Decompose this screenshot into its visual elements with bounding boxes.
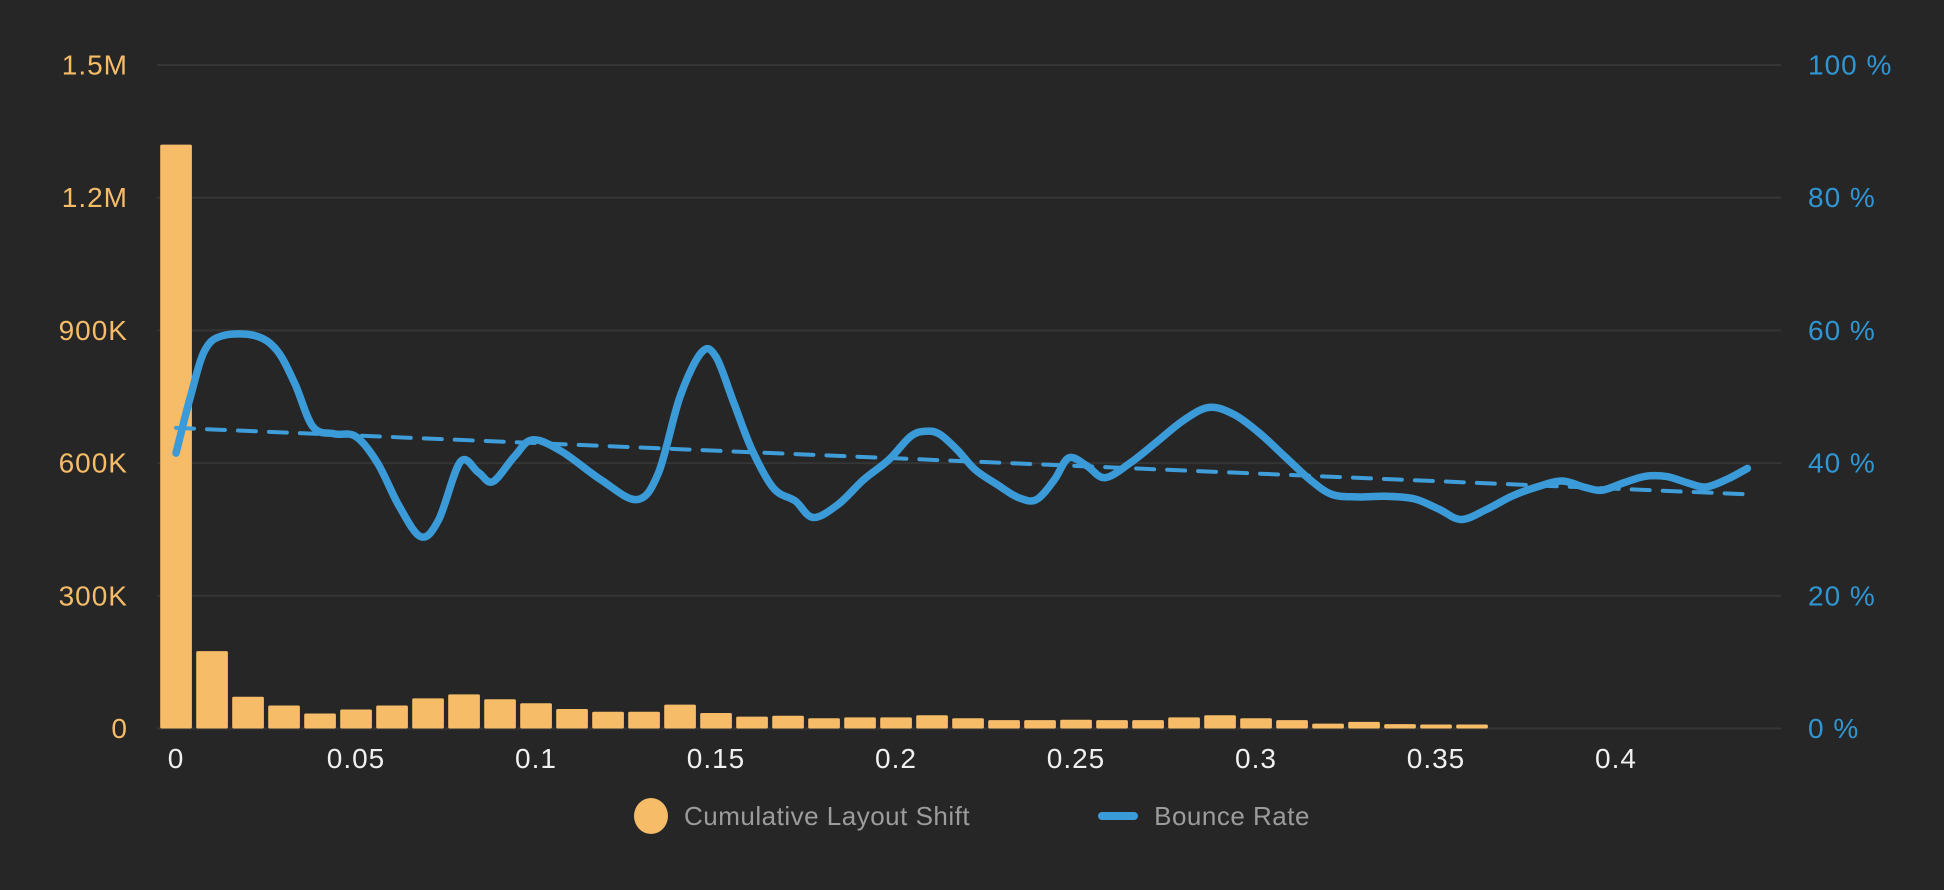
cls-bar xyxy=(844,717,876,729)
cls-bar xyxy=(196,651,228,729)
cls-bar xyxy=(448,694,480,729)
bounce-rate-legend-line-icon xyxy=(1098,812,1139,820)
cls-bar xyxy=(628,711,660,729)
cls-bar xyxy=(880,717,912,729)
right-axis-tick-label: 40 % xyxy=(1808,448,1876,479)
bounce-rate-line xyxy=(172,330,1752,541)
x-axis-tick-label: 0.05 xyxy=(327,743,386,774)
left-axis-tick-label: 900K xyxy=(59,315,128,346)
cls-bar xyxy=(556,709,588,729)
cls-bar xyxy=(232,696,264,729)
cls-bar xyxy=(592,711,624,729)
cls-bar xyxy=(412,698,444,729)
cls-bar xyxy=(1276,720,1308,729)
left-axis-tick-label: 600K xyxy=(59,448,128,479)
x-axis-tick-label: 0.4 xyxy=(1595,743,1637,774)
cls-bar xyxy=(808,718,840,729)
right-axis-tick-label: 80 % xyxy=(1808,182,1876,213)
cls-bar xyxy=(1096,720,1128,729)
cls-bar xyxy=(160,144,192,729)
cls-bar xyxy=(340,709,372,729)
legend-label-bounce-rate: Bounce Rate xyxy=(1154,800,1310,831)
x-axis-tick-label: 0.15 xyxy=(687,743,746,774)
x-axis-tick-label: 0.2 xyxy=(875,743,917,774)
x-axis-tick-label: 0.35 xyxy=(1407,743,1466,774)
x-axis-tick-label: 0.3 xyxy=(1235,743,1277,774)
cls-bar xyxy=(664,704,696,729)
cls-legend-dot-icon xyxy=(634,798,669,834)
cls-bar xyxy=(1384,724,1416,729)
cls-bar xyxy=(916,715,948,729)
legend-item-bounce-rate[interactable]: Bounce Rate xyxy=(1098,801,1310,832)
cls-bar xyxy=(268,705,300,729)
left-axis-tick-label: 300K xyxy=(59,580,128,611)
x-axis-tick-label: 0 xyxy=(168,743,185,774)
cls-bar xyxy=(1024,720,1056,729)
cls-bar xyxy=(520,703,552,729)
legend-item-cumulative-layout-shift[interactable]: Cumulative Layout Shift xyxy=(634,798,970,834)
legend-label-cls: Cumulative Layout Shift xyxy=(684,800,971,831)
cls-bar xyxy=(772,715,804,729)
cls-bar xyxy=(1240,718,1272,729)
cls-bar xyxy=(736,716,768,729)
cls-bar xyxy=(1456,724,1488,729)
cls-bar xyxy=(1132,720,1164,729)
right-axis-tick-label: 0 % xyxy=(1808,713,1859,744)
left-axis-tick-label: 0 xyxy=(111,713,128,744)
left-axis-tick-label: 1.2M xyxy=(62,182,128,213)
cls-bar xyxy=(304,713,336,729)
right-axis-tick-label: 100 % xyxy=(1808,50,1892,81)
cls-bar xyxy=(700,713,732,729)
cls-bar xyxy=(1060,719,1092,729)
cls-bar xyxy=(988,720,1020,729)
cls-bar xyxy=(376,705,408,729)
chart-legend: Cumulative Layout Shift Bounce Rate xyxy=(0,798,1944,834)
left-axis-tick-label: 1.5M xyxy=(62,50,128,81)
x-axis-tick-label: 0.25 xyxy=(1047,743,1106,774)
cls-bar xyxy=(1168,717,1200,729)
cls-bar xyxy=(952,718,984,729)
cls-bar xyxy=(1312,723,1344,729)
bounce-rate-trendline xyxy=(174,425,1750,497)
x-axis-tick-label: 0.1 xyxy=(515,743,557,774)
right-axis-tick-label: 20 % xyxy=(1808,580,1876,611)
cls-bar xyxy=(1420,724,1452,729)
cls-bar xyxy=(484,699,516,729)
right-axis-tick-label: 60 % xyxy=(1808,315,1876,346)
cls-bar xyxy=(1204,715,1236,729)
cls-bar xyxy=(1348,721,1380,729)
